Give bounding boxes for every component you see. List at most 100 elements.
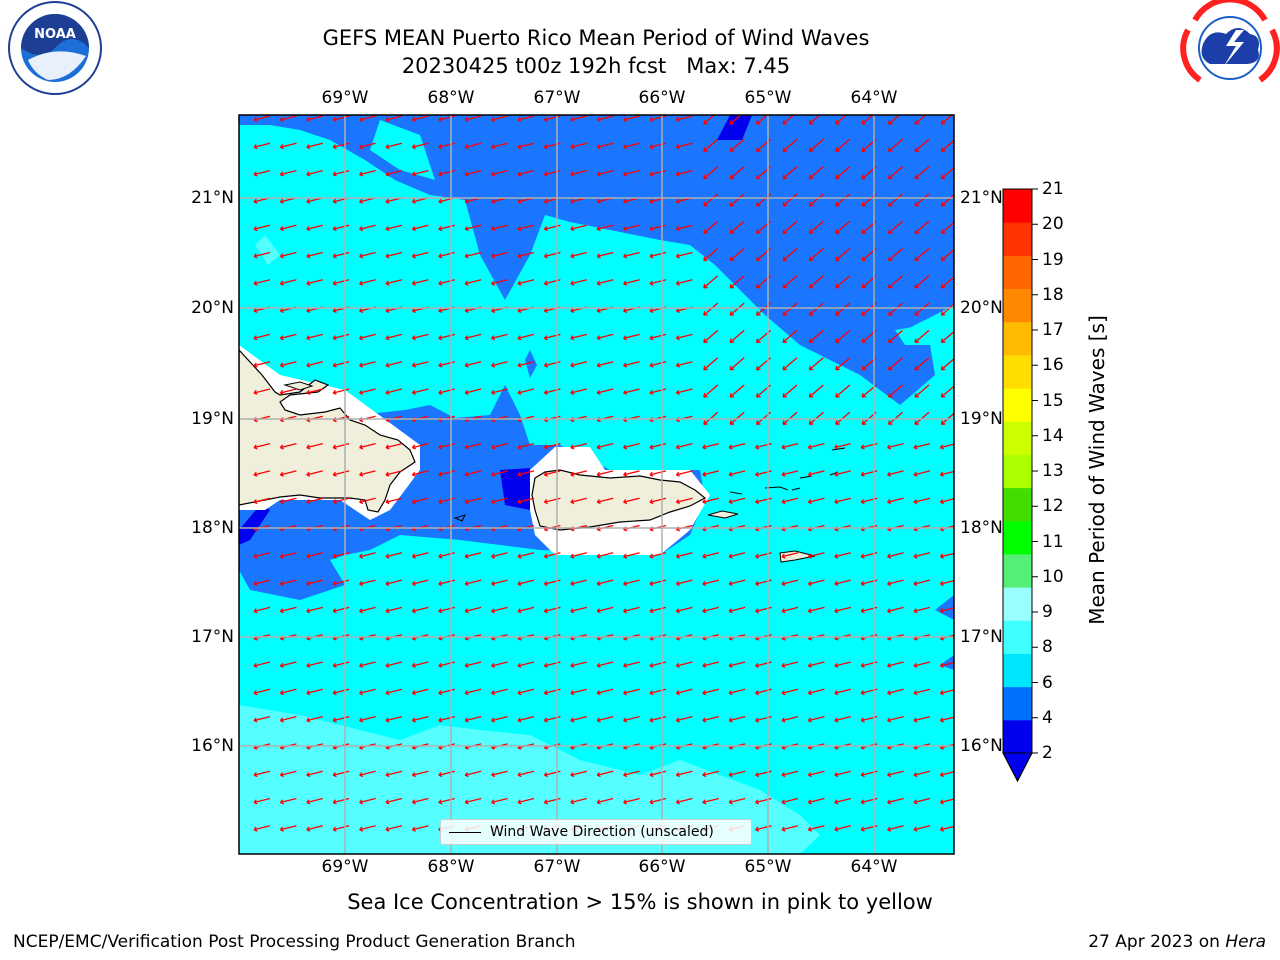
wind-wave-arrow-head [491,307,496,314]
wind-wave-arrow [597,142,614,148]
wind-wave-arrow [702,688,719,694]
wind-wave-arrow [438,606,455,613]
wind-wave-arrow-head [596,772,601,778]
wind-wave-arrow [781,715,799,722]
wind-wave-arrow-head [359,662,364,668]
wind-wave-arrow-head [438,553,443,559]
wind-wave-arrow-head [359,499,364,505]
wind-wave-arrow-head [782,201,788,207]
wind-wave-arrow-head [913,799,918,805]
colorbar-tick-label: 16 [1042,355,1064,376]
wind-wave-arrow-head [703,338,708,344]
period-below-2-patch-top [717,115,752,140]
wind-wave-arrow [491,661,508,667]
wind-wave-arrow-head [306,499,311,505]
wind-wave-arrow-head [940,201,946,207]
wind-wave-arrow [834,825,851,831]
wind-wave-arrow-head [887,256,893,262]
wind-wave-arrow-head [517,307,522,314]
nws-logo [1180,0,1280,94]
wind-wave-arrow-head [755,471,760,477]
wind-wave-arrow-head [835,311,840,316]
wind-wave-arrow [702,661,719,667]
wind-wave-arrow [597,770,614,776]
wind-wave-arrow [306,606,323,613]
wind-wave-arrow-head [702,799,707,805]
wind-wave-arrow-head [887,690,892,696]
wind-wave-arrow [888,329,904,343]
wind-wave-arrow-head [517,226,522,232]
wind-wave-arrow-head [755,553,760,559]
wind-wave-arrow [649,279,667,285]
wind-wave-arrow [940,330,954,343]
wind-wave-arrow-head [306,662,311,668]
wind-wave-arrow [253,169,271,176]
sea-ice-caption: Sea Ice Concentration > 15% is shown in … [347,890,933,914]
wind-wave-arrow [755,715,772,722]
wind-wave-arrow [834,661,851,667]
wind-wave-arrow [729,579,746,585]
wind-wave-arrow [703,302,719,316]
wind-wave-arrow [676,770,693,776]
wind-wave-arrow-head [596,444,601,450]
wind-wave-arrow-head [808,229,814,234]
colorbar-tick-label: 17 [1042,320,1064,340]
wind-wave-arrow-head [306,307,311,314]
wind-wave-arrow [676,606,693,613]
wind-wave-arrow-head [834,471,839,477]
wind-wave-arrow [306,115,323,121]
wind-wave-arrow-head [755,311,761,316]
footer-date-text: 27 Apr 2023 on [1088,932,1226,952]
wind-wave-arrow [412,442,429,449]
wind-wave-arrow [306,251,323,258]
wind-wave-arrow [491,224,508,230]
wind-wave-arrow-head [464,662,469,668]
wind-wave-arrow-head [623,307,628,314]
wind-wave-arrow [729,770,746,776]
wind-wave-arrow-head [306,717,311,723]
wind-wave-arrow-head [675,717,680,723]
wind-wave-arrow-head [781,662,786,668]
wind-wave-arrow [782,384,798,398]
wind-wave-arrow [517,797,535,804]
wind-wave-arrow-head [703,392,708,398]
wind-wave-arrow-head [702,580,707,587]
wind-wave-arrow [676,224,693,230]
wind-wave-arrow-head [782,174,788,180]
lat-label-left: 20°N [191,298,234,318]
wind-wave-arrow [412,115,429,121]
wind-wave-arrow-head [332,471,337,477]
wind-wave-arrow [676,470,693,476]
wind-wave-arrow-head [939,826,944,832]
wind-wave-arrow [491,797,508,804]
lon-label-bottom: 65°W [744,857,792,877]
wind-wave-arrow-head [570,690,575,696]
wind-wave-arrow-head [411,253,416,259]
wind-wave-arrow [755,688,772,694]
wind-wave-arrow-head [332,307,337,314]
wind-wave-arrow-head [438,444,443,450]
wind-wave-arrow-head [914,283,920,289]
lon-label-bottom: 66°W [638,857,686,877]
wind-wave-arrow-head [279,335,284,341]
wind-wave-arrow [385,169,403,176]
wind-wave-arrow-head [332,116,337,122]
wind-wave-arrow-head [570,471,575,477]
wind-wave-arrow [834,797,851,804]
wind-wave-arrow [835,302,851,316]
wind-wave-arrow [517,497,535,503]
wind-wave-arrow-head [491,772,496,778]
colorbar-cell [1003,520,1032,555]
wind-wave-arrow [913,825,931,831]
wind-wave-arrow-head [940,420,946,425]
wind-wave-arrow-head [913,553,918,559]
wind-wave-arrow [835,357,851,371]
wind-wave-arrow-head [755,420,761,425]
wind-wave-arrow-head [385,226,390,232]
wind-wave-arrow-head [411,662,416,668]
wind-wave-arrow-head [306,690,311,696]
wind-wave-arrow-head [359,799,364,805]
wind-wave-arrow-head [253,389,258,395]
wind-wave-arrow-head [623,198,628,204]
wind-wave-arrow-head [860,662,865,668]
